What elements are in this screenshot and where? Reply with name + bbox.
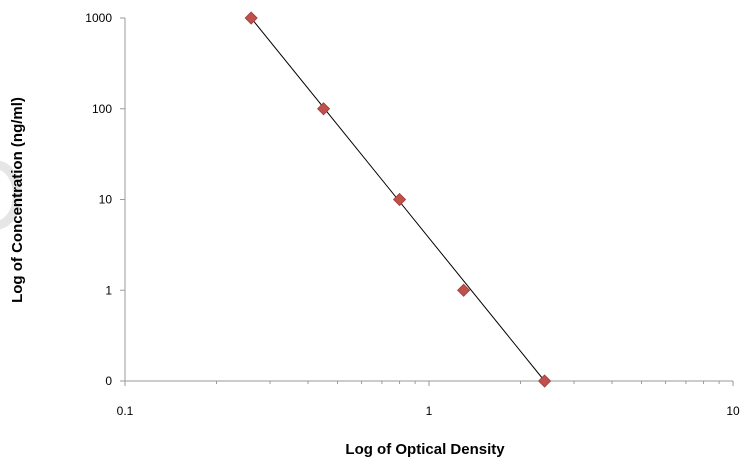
data-point-2 (392, 192, 407, 207)
y-axis-title: Log of Concentration (ng/ml) (9, 97, 26, 303)
y-tick-label-4: 0 (105, 374, 112, 388)
x-axis-title: Log of Optical Density (345, 441, 505, 458)
data-point-0 (244, 11, 258, 25)
x-tick-label-2: 10 (726, 404, 740, 418)
watermark-logo-fragment (0, 160, 26, 240)
data-point-3 (457, 283, 471, 297)
data-point-4 (538, 374, 552, 388)
x-ticks: 0.1 1 10 (117, 381, 740, 418)
y-tick-label-2: 10 (99, 193, 113, 207)
data-point-1 (317, 102, 331, 116)
y-tick-label-0: 1000 (85, 11, 112, 25)
y-tick-label-3: 1 (105, 283, 112, 297)
axes (124, 18, 733, 382)
data-points (244, 11, 552, 388)
x-tick-label-0: 0.1 (117, 404, 134, 418)
y-tick-label-1: 100 (92, 102, 112, 116)
x-tick-label-1: 1 (426, 404, 433, 418)
